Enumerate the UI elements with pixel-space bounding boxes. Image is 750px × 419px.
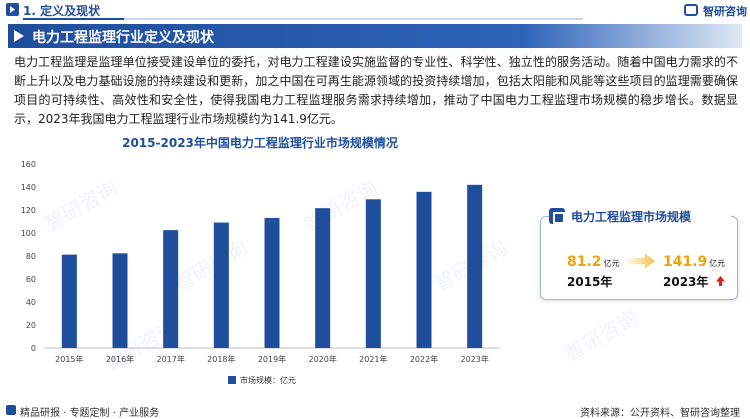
bar bbox=[213, 222, 229, 348]
value-2015-unit: 亿元 bbox=[603, 259, 620, 268]
legend-label: 市场规模：亿元 bbox=[240, 375, 296, 385]
y-tick-label: 60 bbox=[26, 275, 36, 284]
card-title: 电力工程监理市场规模 bbox=[571, 210, 692, 224]
footer: 精品研报 · 专题定制 · 产业服务 资料来源：公开资料、智研咨询整理 bbox=[0, 402, 750, 419]
x-tick-label: 2020年 bbox=[308, 354, 336, 364]
up-arrow-icon bbox=[716, 276, 725, 286]
x-tick-label: 2023年 bbox=[460, 354, 488, 364]
bar-chart: 0 20 40 60 80 100 120 140 160 2015年 2016年 2017年 2018… bbox=[21, 160, 500, 385]
y-tick-label: 160 bbox=[21, 160, 36, 169]
y-tick-label: 120 bbox=[21, 206, 36, 215]
stat-card: 电力工程监理市场规模 81.2 亿元 141.9 亿元 2015年 2023年 bbox=[540, 207, 738, 300]
page-title-bar: 电力工程监理行业定义及现状 bbox=[8, 24, 742, 48]
x-tick-label: 2015年 bbox=[55, 354, 83, 364]
x-tick-label: 2017年 bbox=[156, 354, 184, 364]
bar bbox=[467, 184, 483, 348]
header-divider bbox=[23, 18, 583, 20]
bar bbox=[365, 199, 381, 348]
bar bbox=[264, 217, 280, 348]
bar bbox=[163, 230, 179, 348]
bar bbox=[61, 254, 77, 348]
bar bbox=[315, 208, 331, 348]
triangle-icon bbox=[14, 30, 24, 42]
intro-paragraph: 电力工程监理是监理单位接受建设单位的委托，对电力工程建设实施监督的专业性、科学性… bbox=[14, 55, 738, 126]
value-2023-unit: 亿元 bbox=[709, 259, 726, 268]
y-tick-label: 140 bbox=[21, 183, 36, 192]
bar bbox=[416, 191, 432, 348]
footer-source: 资料来源：公开资料、智研咨询整理 bbox=[580, 408, 740, 419]
x-tick-label: 2016年 bbox=[106, 354, 134, 364]
watermark: 智研咨询 bbox=[560, 305, 642, 367]
arrow-right-icon bbox=[625, 253, 655, 269]
value-2023-number: 141.9 bbox=[663, 254, 708, 270]
y-tick-label: 0 bbox=[31, 344, 36, 353]
card-header: 电力工程监理市场规模 bbox=[549, 207, 731, 227]
y-tick-label: 40 bbox=[26, 298, 36, 307]
value-2015: 81.2 亿元 bbox=[567, 251, 620, 270]
y-tick-label: 100 bbox=[21, 229, 36, 238]
logo-icon bbox=[684, 4, 698, 16]
section-title: 1. 定义及现状 bbox=[23, 4, 101, 18]
y-tick-label: 80 bbox=[26, 252, 36, 261]
chart-title: 2015-2023年中国电力工程监理行业市场规模情况 bbox=[122, 136, 398, 150]
year-2015-label: 2015年 bbox=[567, 275, 613, 289]
page-title: 电力工程监理行业定义及现状 bbox=[32, 30, 214, 46]
year-2023-label: 2023年 bbox=[663, 275, 709, 289]
legend-swatch bbox=[228, 376, 236, 384]
footer-icon bbox=[6, 405, 16, 415]
value-2015-number: 81.2 bbox=[567, 254, 602, 270]
x-tick-label: 2022年 bbox=[410, 354, 438, 364]
x-tick-label: 2021年 bbox=[359, 354, 387, 364]
footer-tagline: 精品研报 · 专题定制 · 产业服务 bbox=[20, 408, 160, 419]
y-tick-label: 20 bbox=[26, 321, 36, 330]
bar bbox=[112, 253, 128, 348]
play-icon bbox=[6, 3, 19, 16]
logo-text: 智研咨询 bbox=[703, 5, 747, 18]
top-header: 1. 定义及现状 智研咨询 bbox=[0, 0, 750, 22]
x-tick-label: 2018年 bbox=[207, 354, 235, 364]
chart-icon bbox=[549, 208, 565, 224]
x-tick-label: 2019年 bbox=[258, 354, 286, 364]
value-2023: 141.9 亿元 bbox=[663, 251, 725, 270]
